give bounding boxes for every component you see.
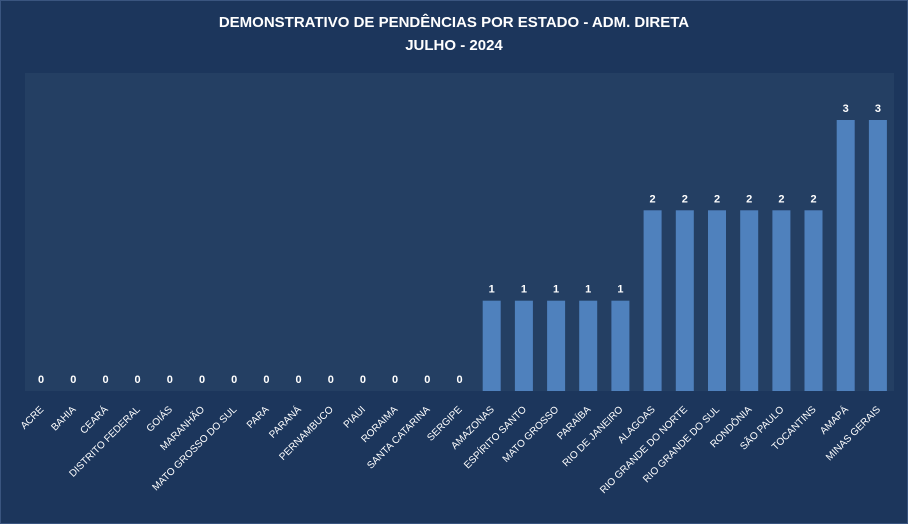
data-label: 1 xyxy=(521,284,527,296)
data-label: 1 xyxy=(489,284,495,296)
data-label: 2 xyxy=(650,193,656,205)
data-label: 0 xyxy=(263,374,269,386)
bar xyxy=(772,210,791,391)
bar xyxy=(579,300,598,391)
chart-subtitle: JULHO - 2024 xyxy=(405,37,503,54)
plot-area xyxy=(25,73,894,391)
data-label: 0 xyxy=(167,374,173,386)
data-label: 0 xyxy=(456,374,462,386)
category-label: CEARÁ xyxy=(77,403,111,437)
data-label: 1 xyxy=(585,284,591,296)
data-label: 1 xyxy=(617,284,623,296)
data-labels-group: 0 0 0 0 0 0 0 0 0 0 0 0 0 0 1 1 1 1 1 2 2 2 2 2 2 3 3 xyxy=(38,103,881,386)
data-label: 2 xyxy=(746,193,752,205)
data-label: 2 xyxy=(682,193,688,205)
bar xyxy=(643,210,662,391)
data-label: 0 xyxy=(102,374,108,386)
bar xyxy=(740,210,759,391)
bar xyxy=(514,300,533,391)
data-label: 0 xyxy=(392,374,398,386)
bar xyxy=(482,300,501,391)
category-label: GOIÁS xyxy=(143,403,175,435)
data-label: 0 xyxy=(38,374,44,386)
data-label: 0 xyxy=(231,374,237,386)
data-label: 0 xyxy=(296,374,302,386)
category-label: PARA xyxy=(245,404,272,431)
bar xyxy=(836,120,855,391)
chart-title: DEMONSTRATIVO DE PENDÊNCIAS POR ESTADO -… xyxy=(218,14,690,31)
data-label: 0 xyxy=(135,374,141,386)
category-label: SANTA CATARINA xyxy=(365,404,432,471)
category-label: RIO DE JANEIRO xyxy=(561,404,626,469)
bar xyxy=(675,210,694,391)
category-label: ACRE xyxy=(19,404,47,432)
data-label: 3 xyxy=(843,103,849,115)
data-label: 2 xyxy=(778,193,784,205)
bar xyxy=(547,300,566,391)
data-label: 0 xyxy=(424,374,430,386)
data-label: 0 xyxy=(360,374,366,386)
data-label: 1 xyxy=(553,284,559,296)
bar xyxy=(708,210,726,391)
data-label: 0 xyxy=(199,374,205,386)
bar xyxy=(868,120,887,391)
data-label: 2 xyxy=(810,193,816,205)
category-label: PIAUI xyxy=(342,404,368,430)
category-label: AMAPÁ xyxy=(817,403,851,437)
data-label: 0 xyxy=(70,374,76,386)
data-label: 2 xyxy=(714,193,720,205)
bar xyxy=(611,300,630,391)
data-label: 0 xyxy=(328,374,334,386)
data-label: 3 xyxy=(875,103,881,115)
category-label: BAHIA xyxy=(49,404,78,433)
bar xyxy=(804,210,823,391)
bars-group xyxy=(482,120,887,391)
category-label: MATO GROSSO xyxy=(501,404,562,465)
